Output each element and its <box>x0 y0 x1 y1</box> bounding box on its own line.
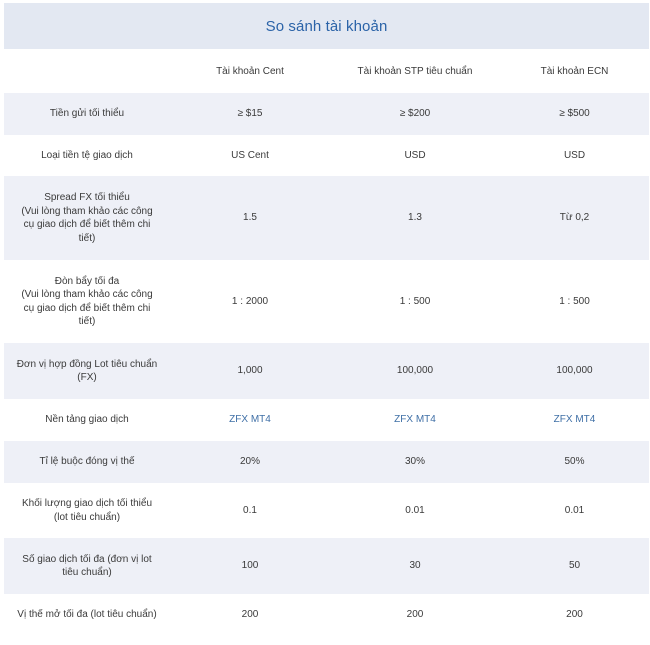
platform-link-stp[interactable]: ZFX MT4 <box>394 414 436 426</box>
cell-cent: 1 : 2000 <box>231 295 269 307</box>
table-row: Tỉ lệ buộc đóng vị thế 20% 30% 50% <box>4 441 649 483</box>
cell-stp: 200 <box>406 609 424 621</box>
cell-ecn: 50% <box>564 456 585 468</box>
cell-stp: 1 : 500 <box>399 295 431 307</box>
cell-cent: 0.1 <box>243 504 257 516</box>
row-label: Loại tiền tệ giao dịch <box>41 149 133 161</box>
cell-stp: 30% <box>404 456 425 468</box>
cell-ecn: 200 <box>566 609 583 621</box>
cell-stp: 100,000 <box>396 365 434 377</box>
table-row: Khối lượng giao dịch tối thiểu (lot tiêu… <box>4 483 649 538</box>
cell-ecn: Từ 0,2 <box>559 212 590 224</box>
cell-cent: 1.5 <box>243 212 257 224</box>
cell-ecn: 1 : 500 <box>559 295 590 307</box>
row-label: Tiền gửi tối thiểu <box>49 108 125 120</box>
cell-cent: ≥ $15 <box>237 108 263 120</box>
cell-cent: 100 <box>241 560 259 572</box>
table-header: Tài khoản Cent Tài khoản STP tiêu chuẩn … <box>4 50 649 93</box>
page-title: So sánh tài khoản <box>4 3 649 49</box>
cell-stp: 1.3 <box>408 212 422 224</box>
row-label: Vị thế mở tối đa (lot tiêu chuẩn) <box>17 609 157 621</box>
row-label: Số giao dịch tối đa (đơn vị lot tiêu chu… <box>22 553 152 579</box>
platform-link-ecn[interactable]: ZFX MT4 <box>553 414 596 426</box>
cell-cent: 20% <box>239 456 260 468</box>
cell-stp: ≥ $200 <box>399 108 431 120</box>
table-row: Spread FX tối thiểu (Vui lòng tham khảo … <box>4 176 649 260</box>
row-label: Nền tảng giao dịch <box>45 414 129 426</box>
cell-ecn: 50 <box>568 560 581 572</box>
cell-ecn: ≥ $500 <box>559 108 590 120</box>
row-label: Đòn bẩy tối đa (Vui lòng tham khảo các c… <box>21 275 153 328</box>
cell-ecn: USD <box>563 149 586 161</box>
table-row: Loại tiền tệ giao dịch US Cent USD USD <box>4 135 649 176</box>
cell-ecn: 100,000 <box>556 365 593 377</box>
cell-cent: US Cent <box>231 149 269 161</box>
row-label: Đơn vị hợp đồng Lot tiêu chuẩn (FX) <box>16 358 158 384</box>
table-row: Nền tảng giao dịch ZFX MT4 ZFX MT4 ZFX M… <box>4 399 649 441</box>
cell-cent: 1,000 <box>237 365 263 377</box>
table-row: Đơn vị hợp đồng Lot tiêu chuẩn (FX) 1,00… <box>4 343 649 399</box>
table-row: Số giao dịch tối đa (đơn vị lot tiêu chu… <box>4 538 649 594</box>
row-label: Tỉ lệ buộc đóng vị thế <box>39 456 135 468</box>
cell-ecn: 0.01 <box>564 504 585 516</box>
cell-stp: 0.01 <box>405 504 425 516</box>
cell-stp: 30 <box>409 560 421 572</box>
header-cent: Tài khoản Cent <box>216 65 284 77</box>
row-label: Spread FX tối thiểu (Vui lòng tham khảo … <box>21 192 153 244</box>
table-row: Tiền gửi tối thiểu ≥ $15 ≥ $200 ≥ $500 <box>4 93 649 135</box>
table-row: Đòn bẩy tối đa (Vui lòng tham khảo các c… <box>4 260 649 343</box>
platform-link-cent[interactable]: ZFX MT4 <box>229 414 271 426</box>
cell-stp: USD <box>404 149 426 161</box>
row-label: Khối lượng giao dịch tối thiểu (lot tiêu… <box>22 498 152 523</box>
table-row: Vị thế mở tối đa (lot tiêu chuẩn) 200 20… <box>4 594 649 636</box>
header-stp: Tài khoản STP tiêu chuẩn <box>357 65 473 77</box>
cell-cent: 200 <box>241 609 259 621</box>
header-ecn: Tài khoản ECN <box>540 65 609 77</box>
